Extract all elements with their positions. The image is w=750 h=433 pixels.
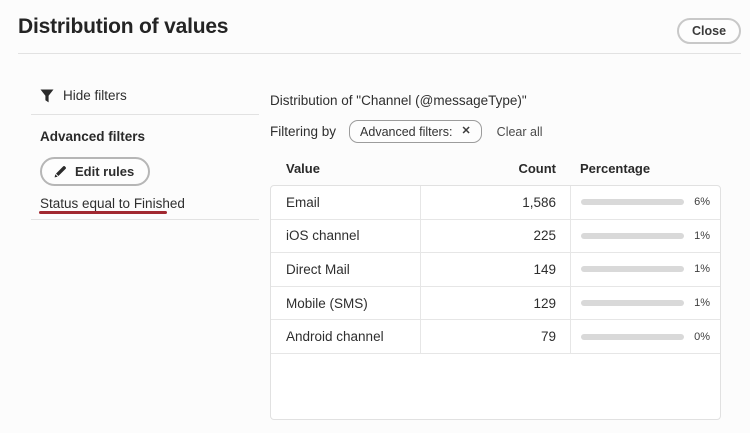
- chip-remove-icon[interactable]: ✕: [461, 125, 471, 137]
- filter-chip-label: Advanced filters:: [360, 124, 453, 139]
- advanced-filters-heading: Advanced filters: [40, 129, 146, 144]
- filter-rule-underline: [39, 211, 167, 214]
- distribution-title: Distribution of "Channel (@messageType)": [270, 93, 527, 108]
- count-cell: 129: [420, 286, 570, 320]
- pencil-icon: [54, 165, 67, 178]
- percentage-label: 6%: [694, 196, 710, 209]
- distribution-table: Email 1,586 6% iOS channel 225 1% Direct…: [270, 185, 721, 420]
- percentage-bar-track: [581, 300, 684, 307]
- count-cell: 79: [420, 320, 570, 353]
- percentage-cell: 1%: [570, 253, 720, 286]
- count-cell: 225: [420, 219, 570, 253]
- value-cell: iOS channel: [286, 228, 360, 244]
- table-row: Mobile (SMS) 129 1%: [271, 286, 720, 321]
- percentage-bar-track: [581, 266, 684, 273]
- column-header-count: Count: [518, 161, 556, 176]
- filtering-by-label: Filtering by: [270, 124, 337, 139]
- count-cell: 149: [420, 253, 570, 286]
- column-header-percentage: Percentage: [580, 161, 651, 176]
- value-cell: Direct Mail: [286, 261, 350, 277]
- filtering-by-row: Filtering by Advanced filters: ✕ Clear a…: [270, 120, 543, 143]
- percentage-cell: 0%: [570, 320, 720, 353]
- table-row: Android channel 79 0%: [271, 320, 720, 354]
- filter-rule-text: Status equal to Finished: [40, 196, 185, 211]
- percentage-label: 1%: [694, 297, 710, 310]
- column-header-value: Value: [286, 161, 320, 176]
- value-cell: Email: [286, 194, 320, 210]
- percentage-bar-track: [581, 232, 684, 239]
- hide-filters-toggle[interactable]: Hide filters: [40, 88, 127, 103]
- edit-rules-label: Edit rules: [75, 164, 135, 179]
- table-row: Email 1,586 6%: [271, 186, 720, 220]
- percentage-label: 0%: [694, 330, 710, 343]
- percentage-bar-track: [581, 333, 684, 340]
- percentage-bar-track: [581, 199, 684, 206]
- percentage-cell: 1%: [570, 286, 720, 320]
- sidebar-divider-bottom: [31, 219, 259, 220]
- percentage-label: 1%: [694, 229, 710, 242]
- sidebar-divider-top: [31, 114, 259, 115]
- close-button[interactable]: Close: [677, 18, 742, 44]
- table-header: Value Count Percentage: [270, 161, 721, 176]
- edit-rules-button[interactable]: Edit rules: [40, 157, 151, 186]
- table-row: Direct Mail 149 1%: [271, 253, 720, 287]
- count-cell: 1,586: [420, 186, 570, 219]
- clear-all-link[interactable]: Clear all: [496, 124, 543, 139]
- page-title: Distribution of values: [18, 15, 229, 38]
- hide-filters-label: Hide filters: [63, 88, 127, 103]
- header-divider: [18, 53, 741, 54]
- value-cell: Android channel: [286, 329, 384, 345]
- percentage-cell: 6%: [570, 186, 720, 219]
- percentage-label: 1%: [694, 263, 710, 276]
- percentage-cell: 1%: [570, 219, 720, 253]
- table-row: iOS channel 225 1%: [271, 219, 720, 254]
- filter-funnel-icon: [40, 89, 54, 103]
- value-cell: Mobile (SMS): [286, 295, 368, 311]
- advanced-filters-chip: Advanced filters: ✕: [349, 120, 482, 143]
